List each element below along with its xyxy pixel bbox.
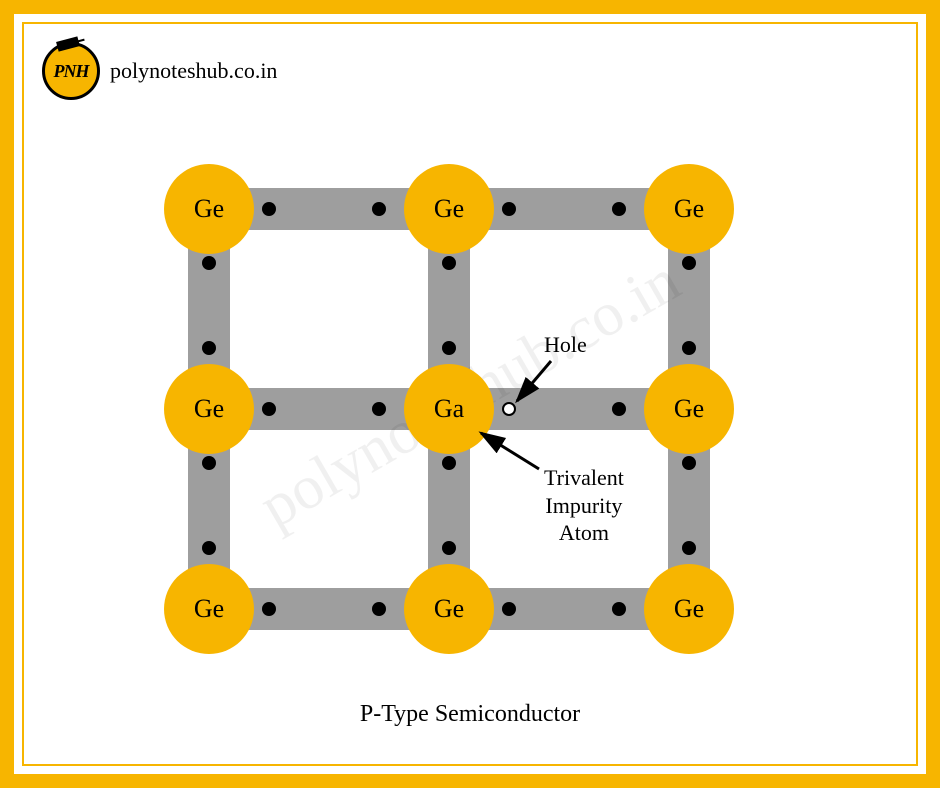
ge-atom: Ge xyxy=(404,564,494,654)
ge-atom: Ge xyxy=(164,564,254,654)
inner-border: PNH polynoteshub.co.in polynoteshub.co.i… xyxy=(22,22,918,766)
electron xyxy=(262,202,276,216)
electron xyxy=(202,456,216,470)
electron xyxy=(612,402,626,416)
electron xyxy=(502,602,516,616)
electron xyxy=(442,256,456,270)
electron xyxy=(442,456,456,470)
ge-atom: Ge xyxy=(644,164,734,254)
impurity-label: TrivalentImpurityAtom xyxy=(544,464,624,547)
ge-atom: Ge xyxy=(644,364,734,454)
electron xyxy=(612,602,626,616)
outer-border: PNH polynoteshub.co.in polynoteshub.co.i… xyxy=(0,0,940,788)
arrow-to-impurity xyxy=(469,421,551,481)
electron xyxy=(612,202,626,216)
electron xyxy=(202,256,216,270)
electron xyxy=(682,456,696,470)
arrow-to-hole xyxy=(505,349,563,413)
logo-text: PNH xyxy=(54,61,89,82)
electron xyxy=(262,402,276,416)
site-url: polynoteshub.co.in xyxy=(110,58,277,84)
electron xyxy=(682,256,696,270)
ge-atom: Ge xyxy=(644,564,734,654)
electron xyxy=(502,202,516,216)
logo-icon: PNH xyxy=(42,42,100,100)
electron xyxy=(372,402,386,416)
ge-atom: Ge xyxy=(404,164,494,254)
electron xyxy=(262,602,276,616)
caption: P-Type Semiconductor xyxy=(24,701,916,728)
ge-atom: Ge xyxy=(164,164,254,254)
electron xyxy=(372,602,386,616)
logo-area: PNH polynoteshub.co.in xyxy=(42,42,277,100)
electron xyxy=(372,202,386,216)
ge-atom: Ge xyxy=(164,364,254,454)
lattice-diagram: GeGeGeGeGaGeGeGeGeHoleTrivalentImpurityA… xyxy=(164,164,814,644)
